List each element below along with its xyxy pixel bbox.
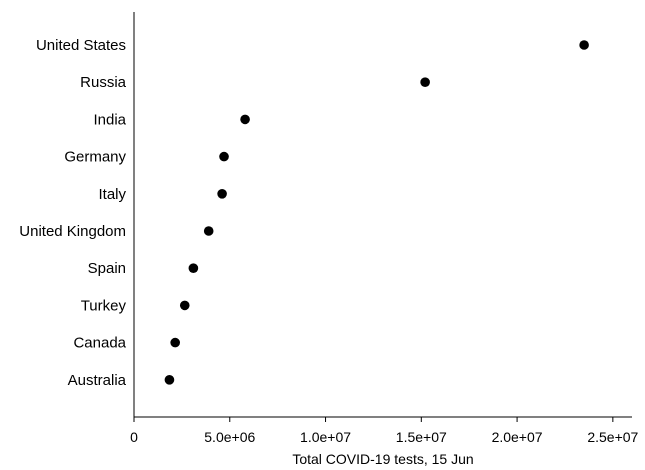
data-point [170, 337, 180, 348]
category-label: India [93, 111, 126, 128]
category-label: Canada [73, 335, 126, 352]
x-tick-label: 0 [130, 429, 138, 445]
category-label: United Kingdom [19, 223, 126, 240]
category-label: Russia [80, 74, 127, 91]
x-tick-label: 5.0e+06 [204, 429, 255, 445]
category-labels: United States Russia India Germany Italy Unit… [19, 37, 126, 389]
axes [133, 12, 632, 418]
x-axis-title: Total COVID-19 tests, 15 Jun [292, 451, 473, 467]
category-label: United States [36, 37, 126, 54]
data-point [240, 114, 250, 125]
data-point [579, 40, 589, 50]
category-label: Spain [88, 260, 126, 277]
x-tick-label: 2.0e+07 [492, 429, 543, 445]
data-point [188, 263, 199, 274]
category-label: Australia [68, 372, 127, 389]
x-tick-label: 1.5e+07 [396, 429, 447, 445]
category-label: Italy [98, 186, 126, 203]
x-ticks: 0 5.0e+06 1.0e+07 1.5e+07 2.0e+07 2.5e+07 [130, 417, 639, 445]
data-point [217, 189, 227, 199]
data-point [420, 77, 430, 87]
data-point [219, 151, 229, 162]
data-point [203, 226, 214, 236]
data-point [164, 375, 175, 385]
data-points [164, 40, 589, 385]
category-label: Germany [64, 149, 126, 166]
x-tick-label: 2.5e+07 [587, 429, 638, 445]
x-tick-label: 1.0e+07 [300, 429, 351, 445]
category-label: Turkey [81, 297, 127, 314]
data-point [179, 300, 190, 311]
